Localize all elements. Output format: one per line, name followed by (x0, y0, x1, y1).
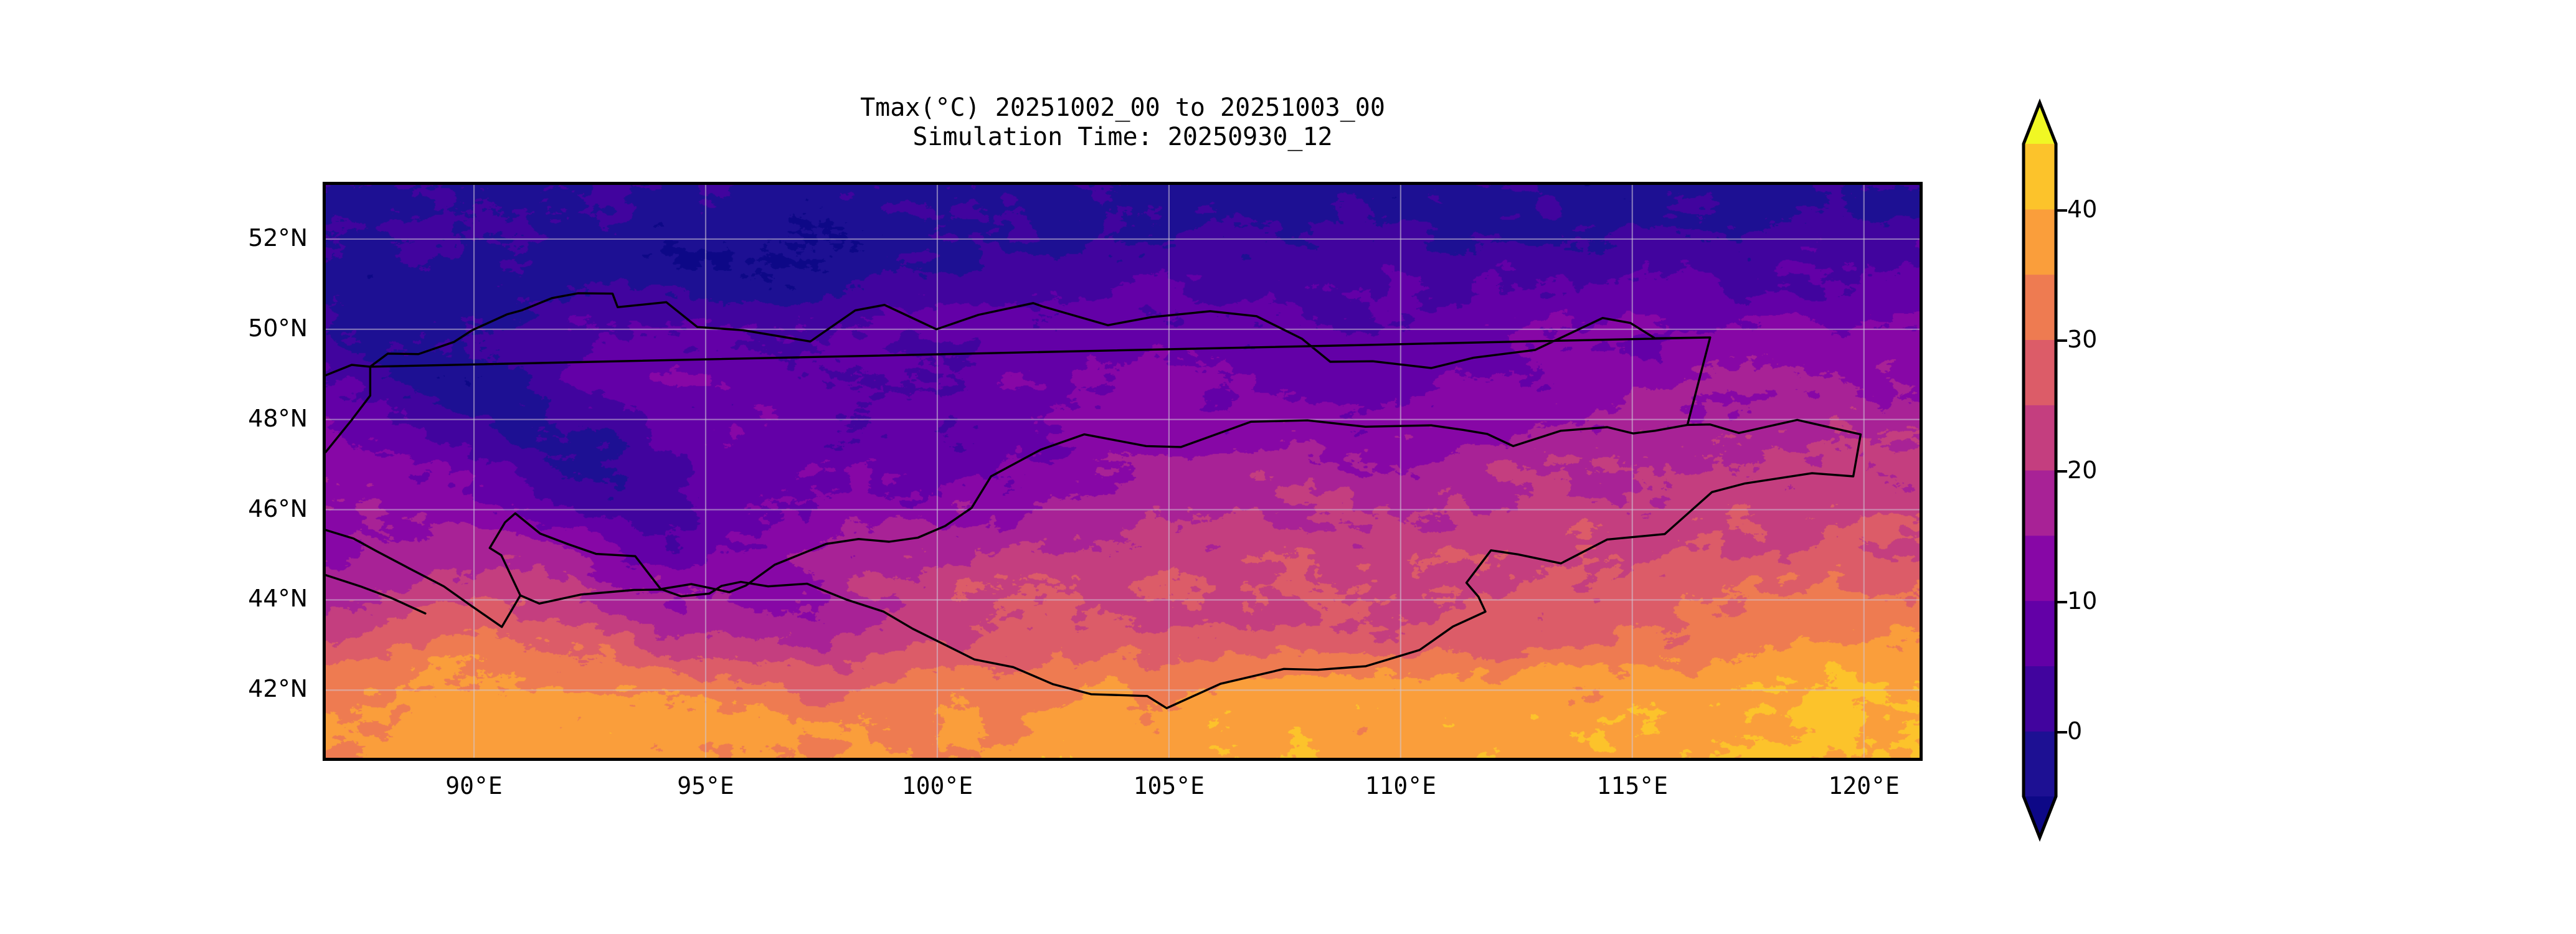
lon-tick-90: 90°E (445, 772, 503, 800)
colorbar-over-arrow (2024, 103, 2056, 144)
colorbar-band-10-15 (2024, 535, 2056, 601)
lon-tick-120: 120°E (1828, 772, 1900, 800)
lat-tick-46: 46°N (248, 494, 308, 522)
title-line-1: Tmax(°C) 20251002_00 to 20251003_00 (860, 93, 1385, 122)
figure-title: Tmax(°C) 20251002_00 to 20251003_00 Simu… (323, 93, 1923, 152)
colorbar-under-arrow (2024, 796, 2056, 837)
colorbar: 40 30 20 10 0 (2022, 98, 2097, 842)
colorbar-outline (2022, 98, 2058, 842)
colorbar-band--5-0 (2024, 731, 2056, 797)
colorbar-tick-mark-0 (2055, 731, 2067, 734)
colorbar-band-0-5 (2024, 666, 2056, 732)
colorbar-tick-mark-20 (2055, 470, 2067, 473)
colorbar-tick-30: 30 (2067, 326, 2098, 354)
colorbar-band-15-20 (2024, 470, 2056, 536)
colorbar-band-5-10 (2024, 600, 2056, 666)
colorbar-tick-mark-10 (2055, 600, 2067, 603)
lon-tick-95: 95°E (677, 772, 734, 800)
lat-tick-50: 50°N (248, 314, 308, 342)
colorbar-band-35-40 (2024, 209, 2056, 275)
colorbar-tick-20: 20 (2067, 456, 2098, 484)
temperature-contour-field (326, 185, 1920, 758)
country-border-overlay (326, 292, 1862, 709)
colorbar-band-40-45 (2024, 144, 2056, 210)
colorbar-band-20-25 (2024, 405, 2056, 471)
lon-tick-100: 100°E (901, 772, 973, 800)
lat-tick-42: 42°N (248, 675, 308, 703)
title-line-2: Simulation Time: 20250930_12 (912, 123, 1333, 152)
colorbar-swatches (2022, 98, 2058, 842)
colorbar-tick-mark-40 (2055, 209, 2067, 212)
lat-tick-44: 44°N (248, 585, 308, 613)
colorbar-band-30-35 (2024, 274, 2056, 340)
colorbar-tick-10: 10 (2067, 587, 2098, 615)
lon-tick-105: 105°E (1133, 772, 1205, 800)
map-axes (323, 182, 1923, 761)
colorbar-tick-40: 40 (2067, 195, 2098, 223)
lon-tick-115: 115°E (1596, 772, 1668, 800)
lat-tick-52: 52°N (248, 224, 308, 252)
colorbar-band-25-30 (2024, 339, 2056, 405)
colorbar-tick-mark-30 (2055, 339, 2067, 342)
colorbar-tick-0: 0 (2067, 717, 2083, 745)
lon-tick-110: 110°E (1365, 772, 1437, 800)
gridlines (326, 185, 1920, 758)
lat-tick-48: 48°N (248, 404, 308, 432)
